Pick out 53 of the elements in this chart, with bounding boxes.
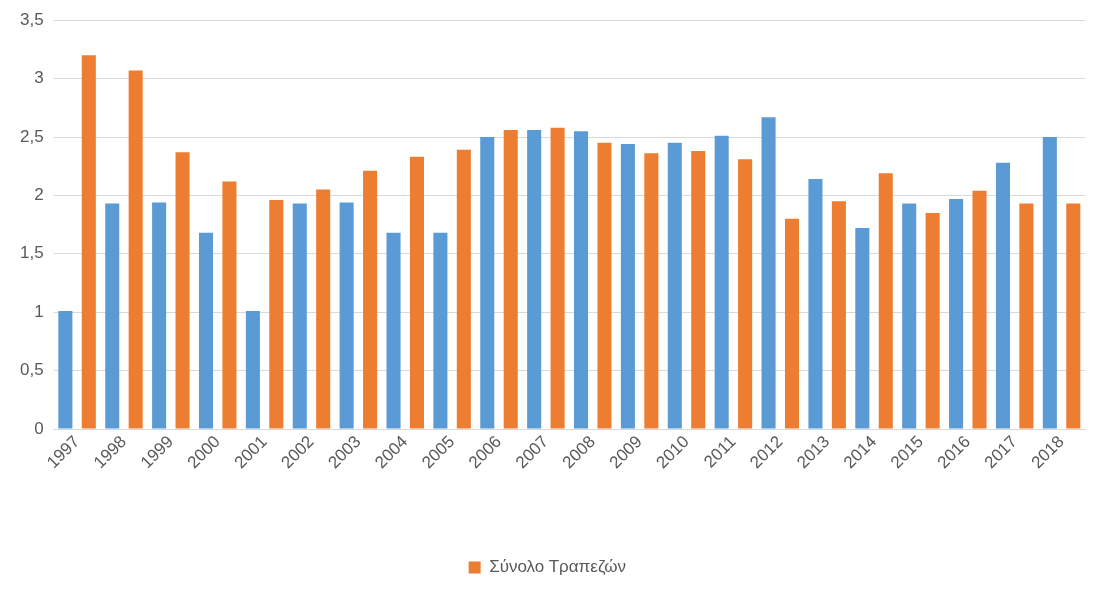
bar bbox=[597, 142, 612, 429]
bar bbox=[761, 117, 776, 429]
bar bbox=[784, 218, 800, 429]
bar bbox=[691, 151, 706, 429]
bar bbox=[503, 129, 518, 429]
bar bbox=[433, 232, 448, 429]
bar bbox=[245, 311, 260, 429]
bar bbox=[1019, 203, 1034, 429]
bar bbox=[925, 212, 940, 429]
bar bbox=[831, 201, 846, 429]
bar bbox=[972, 190, 987, 429]
bar bbox=[456, 149, 471, 429]
bar bbox=[949, 198, 964, 429]
bar bbox=[855, 228, 870, 429]
bar bbox=[222, 181, 237, 429]
bar bbox=[1042, 137, 1057, 429]
bar bbox=[644, 153, 659, 429]
bar bbox=[878, 173, 893, 429]
bar bbox=[409, 156, 424, 429]
bar bbox=[527, 129, 542, 429]
legend-label: Σύνολο Τραπεζών bbox=[489, 557, 627, 577]
y-tick-label: 0 bbox=[34, 418, 44, 438]
bar bbox=[269, 200, 284, 429]
bar bbox=[808, 179, 823, 429]
bar bbox=[738, 159, 753, 429]
bar bbox=[58, 311, 73, 429]
bar bbox=[175, 152, 190, 429]
bar bbox=[667, 142, 682, 429]
bar bbox=[316, 189, 331, 429]
bar bbox=[339, 202, 354, 429]
y-tick-label: 3 bbox=[34, 68, 44, 88]
y-tick-label: 0,5 bbox=[19, 360, 44, 380]
bar bbox=[620, 144, 635, 429]
bar bbox=[386, 232, 401, 429]
bar bbox=[128, 70, 143, 429]
bar bbox=[292, 203, 307, 429]
y-tick-label: 2 bbox=[34, 185, 44, 205]
bar bbox=[995, 162, 1010, 429]
bar bbox=[714, 135, 729, 429]
bar bbox=[550, 127, 565, 429]
bar bbox=[152, 202, 167, 429]
y-tick-label: 1,5 bbox=[19, 243, 44, 263]
bar bbox=[81, 55, 96, 429]
bar bbox=[363, 170, 378, 429]
bar bbox=[198, 232, 214, 429]
y-tick-label: 1 bbox=[34, 301, 44, 321]
y-tick-label: 2,5 bbox=[19, 126, 44, 146]
y-tick-label: 3,5 bbox=[19, 9, 44, 29]
bar bbox=[480, 137, 495, 429]
bar bbox=[574, 131, 589, 429]
bar bbox=[902, 203, 917, 429]
bar bbox=[1066, 203, 1081, 429]
bar bbox=[105, 203, 120, 429]
